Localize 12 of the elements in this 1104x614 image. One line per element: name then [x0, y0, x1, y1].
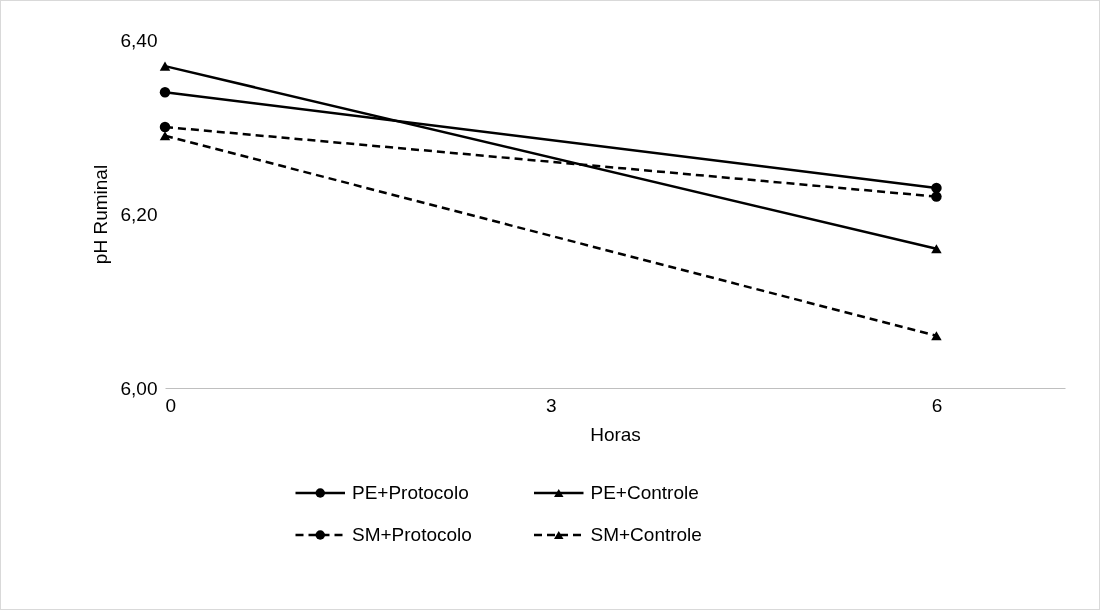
x-tick-label: 0 — [165, 394, 177, 416]
y-tick-label: 6,40 — [120, 29, 158, 51]
x-tick-label: 6 — [931, 394, 943, 416]
x-tick-label: 3 — [545, 394, 557, 416]
y-tick-label: 6,00 — [120, 377, 158, 399]
legend-label: SM+Protocolo — [352, 524, 472, 545]
x-axis-title: Horas — [590, 423, 641, 445]
y-axis-title: pH Ruminal — [89, 164, 111, 265]
legend-label: SM+Controle — [590, 524, 702, 545]
legend-label: PE+Protocolo — [352, 482, 469, 503]
legend-label: PE+Controle — [590, 482, 699, 503]
y-tick-label: 6,20 — [120, 203, 158, 225]
